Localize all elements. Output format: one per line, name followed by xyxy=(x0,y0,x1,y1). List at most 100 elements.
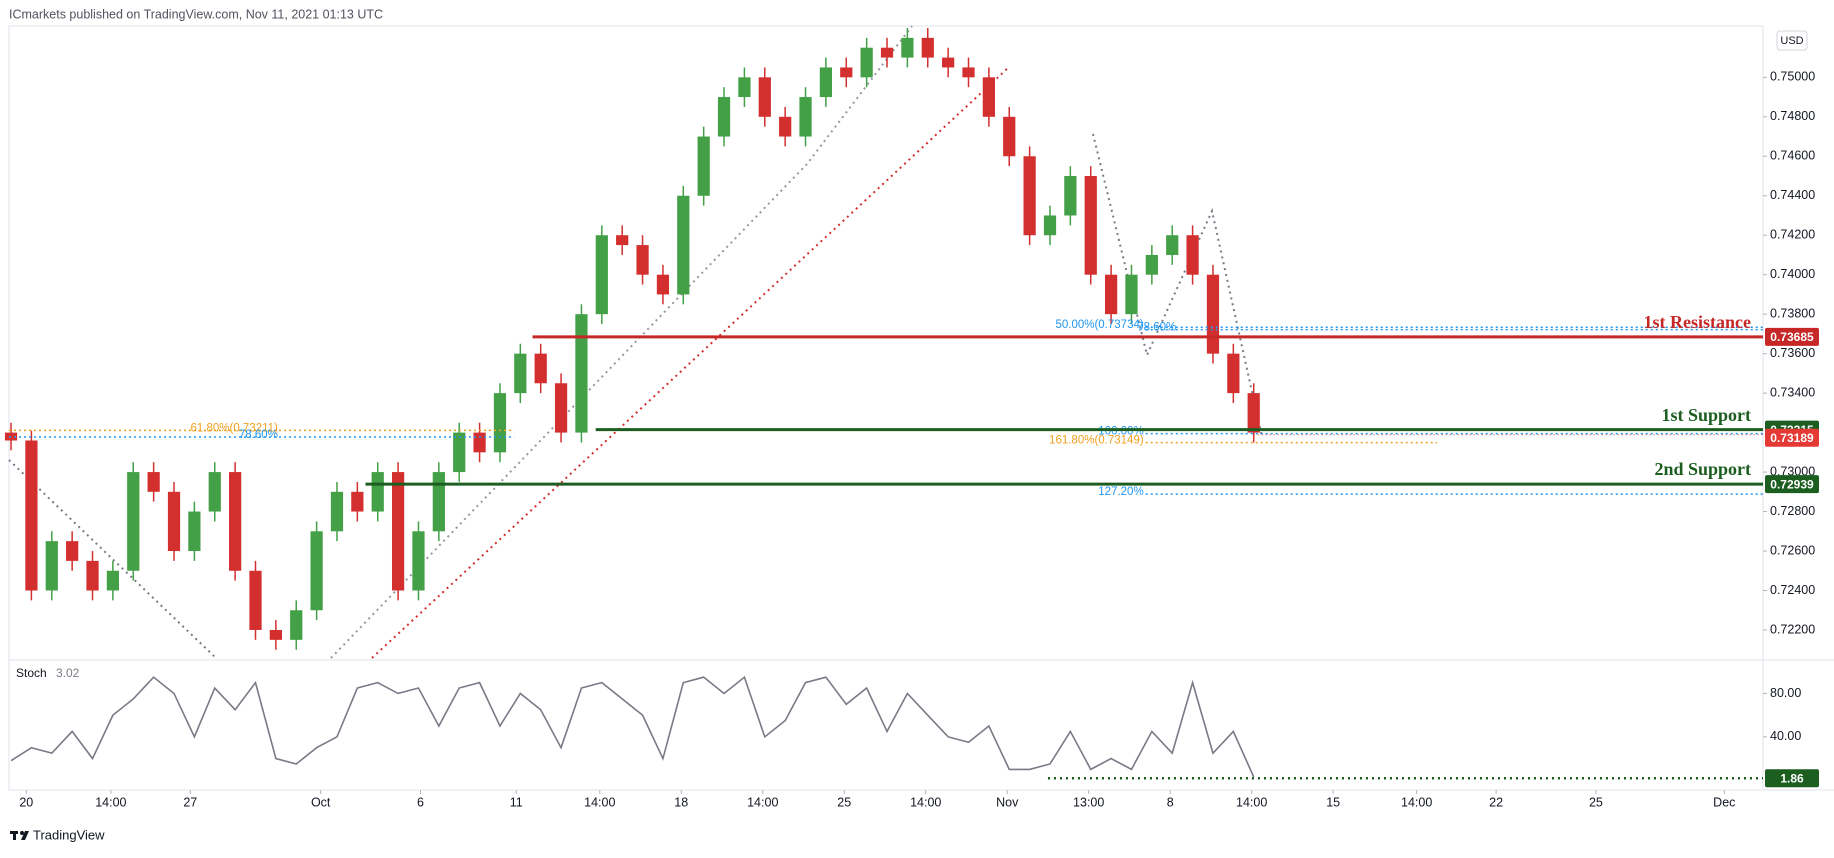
indicator-name: Stoch xyxy=(16,666,47,680)
currency: USD xyxy=(1780,35,1803,47)
candle-body xyxy=(636,245,649,275)
candle-body xyxy=(127,472,140,571)
candle-body xyxy=(595,235,608,315)
candle-body xyxy=(453,432,466,473)
price-label-box xyxy=(1765,769,1819,788)
candle-body xyxy=(1023,156,1036,236)
x-tick-label: 14:00 xyxy=(910,795,941,809)
x-tick-label: Dec xyxy=(1713,795,1735,809)
price-label-box xyxy=(1765,428,1819,447)
candle-body xyxy=(432,472,445,532)
y-tick-label: 0.74400 xyxy=(1770,188,1815,202)
candle-body xyxy=(534,353,547,384)
candle-body xyxy=(738,77,751,98)
candle-body xyxy=(901,37,914,58)
publisher-header: ICmarkets published on TradingView.com, … xyxy=(9,7,383,21)
fib-label: 50.00%(0.73734) xyxy=(1055,319,1143,331)
y-tick-label: 0.74600 xyxy=(1770,149,1815,163)
candle-body xyxy=(25,440,38,591)
y-tick-label: 40.00 xyxy=(1770,729,1801,743)
candle-body xyxy=(1186,235,1199,275)
x-tick-label: 14:00 xyxy=(584,795,615,809)
y-tick-label: 0.73800 xyxy=(1770,306,1815,320)
candle-body xyxy=(575,314,588,433)
candle-body xyxy=(290,610,303,640)
price-label: 0.73189 xyxy=(1770,431,1814,445)
candle-body xyxy=(493,393,507,453)
x-tick-label: 14:00 xyxy=(1401,795,1432,809)
candle-body xyxy=(391,472,405,591)
price-label: 1.86 xyxy=(1780,771,1804,785)
fib-label: 78.60% xyxy=(1137,322,1176,334)
x-tick-label: 8 xyxy=(1167,795,1174,809)
candle-body xyxy=(4,432,18,441)
candle-body xyxy=(779,116,792,137)
candle-body xyxy=(351,491,364,512)
candle-body xyxy=(1206,274,1220,354)
candle-body xyxy=(1227,353,1240,394)
fib-label: 78.60% xyxy=(239,429,278,441)
candle-body xyxy=(1104,274,1118,315)
logo-part xyxy=(13,831,16,840)
candle-body xyxy=(616,235,629,246)
candle-body xyxy=(229,472,242,571)
x-tick-label: 11 xyxy=(510,795,523,809)
fib-label: 127.20% xyxy=(1098,486,1143,498)
level-name: 1st Resistance xyxy=(1644,312,1751,332)
currency-badge xyxy=(1776,30,1808,51)
logo-part xyxy=(20,831,24,835)
y-tick-label: 0.73000 xyxy=(1770,464,1815,478)
candle-body xyxy=(819,67,833,98)
indicator-value: 3.02 xyxy=(56,666,80,680)
candle-body xyxy=(1125,274,1138,315)
candle-body xyxy=(799,97,812,137)
candle-body xyxy=(1166,235,1179,255)
x-tick-label: 20 xyxy=(19,795,33,809)
price-label-box xyxy=(1765,475,1819,494)
candle-body xyxy=(147,472,160,492)
candle-body xyxy=(942,57,955,68)
x-tick-label: 6 xyxy=(417,795,424,809)
x-tick-label: 22 xyxy=(1489,795,1503,809)
candle-body xyxy=(66,541,79,561)
x-tick-label: 14:00 xyxy=(1236,795,1267,809)
x-tick-label: Oct xyxy=(311,795,331,809)
candle-body xyxy=(412,531,425,591)
brand: TradingView xyxy=(33,827,105,842)
x-tick-label: 27 xyxy=(183,795,197,809)
price-label: 0.73685 xyxy=(1770,330,1814,344)
candle-body xyxy=(717,97,731,137)
candle-body xyxy=(371,472,384,512)
indicator-line xyxy=(10,675,1255,778)
candle-body xyxy=(840,67,853,78)
x-tick-label: 15 xyxy=(1326,795,1340,809)
x-tick-label: 13:00 xyxy=(1073,795,1104,809)
level-name: 2nd Support xyxy=(1654,459,1751,479)
trendline xyxy=(1092,133,1263,438)
candle-body xyxy=(962,67,975,78)
candle-body xyxy=(208,472,221,512)
trendline xyxy=(371,67,1009,659)
y-tick-label: 0.74000 xyxy=(1770,267,1815,281)
logo-part xyxy=(21,831,29,840)
candle-body xyxy=(167,491,181,552)
candle-body xyxy=(188,511,201,552)
candle-body xyxy=(514,353,527,394)
trendline xyxy=(8,459,217,659)
candle-body xyxy=(697,136,710,196)
brand-logo xyxy=(10,831,29,840)
y-tick-label: 0.72400 xyxy=(1770,583,1815,597)
candle-body xyxy=(677,195,690,295)
candle-body xyxy=(45,541,58,591)
y-tick-label: 0.74200 xyxy=(1770,228,1815,242)
y-tick-label: 0.75000 xyxy=(1770,70,1815,84)
candle-body xyxy=(554,383,568,433)
candle-body xyxy=(1003,116,1016,157)
candle-body xyxy=(1145,254,1158,275)
candle-body xyxy=(1247,393,1260,433)
y-tick-label: 0.72800 xyxy=(1770,504,1815,518)
candle-body xyxy=(1064,176,1077,216)
y-tick-label: 0.73400 xyxy=(1770,385,1815,399)
